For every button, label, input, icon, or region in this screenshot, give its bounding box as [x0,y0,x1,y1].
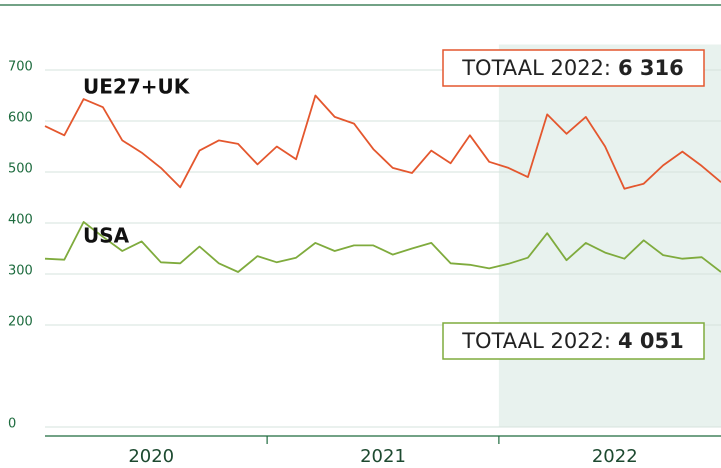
x-tick-label: 2021 [360,446,406,467]
y-tick-label: 400 [8,213,33,228]
y-tick-label: 300 [8,264,33,279]
series-line [44,221,721,273]
highlight-region [498,44,721,427]
series-label: USA [83,224,130,248]
annotation-text: TOTAAL 2022: [461,329,611,353]
y-tick-label: 200 [8,315,33,330]
series-label: UE27+UK [83,75,191,99]
series-line [44,94,721,190]
annotation-value: 4 051 [618,329,684,353]
annotation-box [442,322,705,360]
y-tick-label: 500 [8,162,33,177]
x-tick-label: 2020 [128,446,174,467]
x-tick-label: 2022 [592,446,638,467]
annotation-value: 6 316 [618,56,684,80]
y-tick-label: 700 [8,60,33,75]
annotation-text: TOTAAL 2022: [461,56,611,80]
annotation-box [442,49,705,87]
y-tick-label: 0 [8,417,16,432]
y-tick-label: 600 [8,111,33,126]
annotation: TOTAAL 2022: 4 051 [461,329,684,353]
annotation: TOTAAL 2022: 6 316 [461,56,684,80]
